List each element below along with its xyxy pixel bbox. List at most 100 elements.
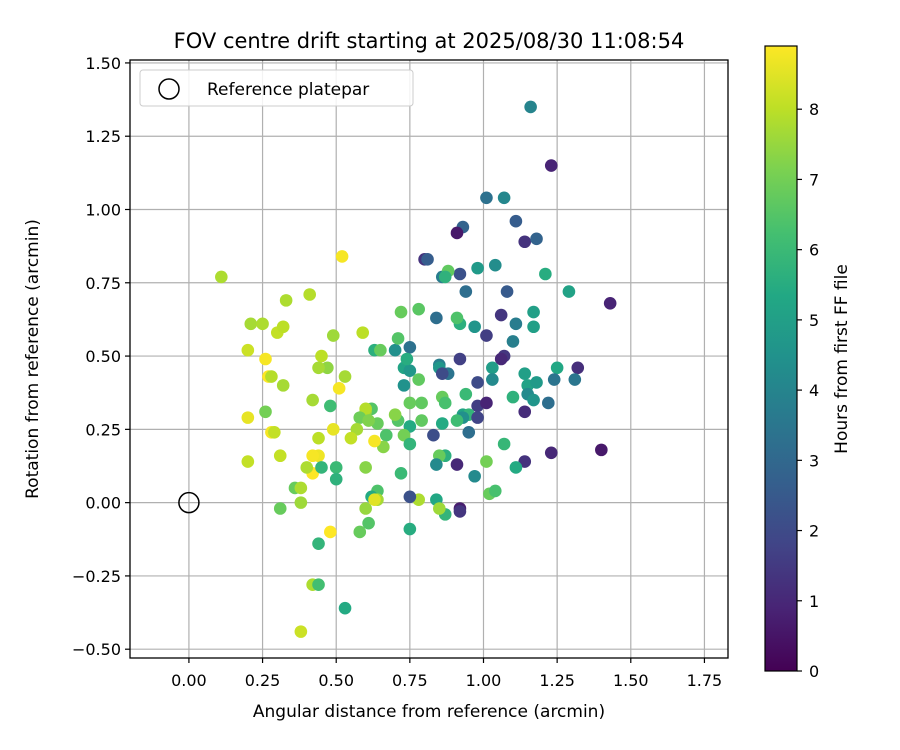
data-point [306, 393, 319, 407]
colorbar-label: Hours from first FF file [832, 264, 852, 454]
data-point [403, 364, 417, 378]
y-tick-label: 0.75 [85, 274, 121, 293]
data-point [273, 502, 287, 515]
axis-ticks: 0.00 0.25 0.50 0.75 1.00 1.25 1.50 1.75 −0.50 −0.… [72, 54, 722, 690]
data-point [468, 469, 481, 483]
x-tick-label: 0.50 [318, 671, 354, 690]
data-point [294, 496, 308, 509]
data-point [412, 373, 425, 386]
data-point [315, 349, 328, 363]
data-point [312, 537, 325, 550]
colorbar: 0 1 2 3 4 5 6 7 8 Hours from first FF file [764, 45, 852, 681]
data-point [359, 502, 372, 515]
x-tick-label: 1.25 [539, 671, 575, 690]
data-point [518, 367, 532, 380]
data-point [329, 461, 343, 474]
data-point [259, 405, 272, 419]
data-point [497, 437, 511, 451]
data-point [279, 294, 293, 307]
data-point [359, 461, 372, 474]
data-point [394, 467, 408, 480]
x-axis-label: Angular distance from reference (arcmin) [253, 702, 605, 722]
data-point [215, 270, 228, 284]
data-point [480, 329, 493, 342]
data-point [400, 352, 414, 366]
y-tick-label: 0.25 [85, 420, 121, 439]
data-point [524, 100, 537, 114]
data-point [433, 502, 446, 515]
data-point [509, 317, 523, 331]
data-point [453, 267, 467, 281]
y-tick-label: 1.00 [85, 201, 121, 220]
data-point [509, 461, 523, 474]
data-point [500, 285, 514, 298]
data-point [312, 578, 325, 592]
data-point [374, 343, 387, 357]
legend-box [139, 69, 414, 107]
data-point [415, 414, 428, 427]
data-point [544, 446, 558, 460]
data-point [547, 373, 561, 386]
data-point [571, 361, 585, 375]
data-point [539, 267, 552, 281]
data-point [603, 297, 617, 310]
reference-platepar-marker [178, 491, 200, 514]
data-point [273, 449, 287, 463]
data-point [435, 417, 449, 430]
data-point [480, 455, 493, 468]
data-point [453, 505, 467, 518]
data-point [324, 399, 337, 413]
data-point [326, 423, 340, 436]
data-point [388, 408, 402, 421]
data-point [368, 493, 381, 507]
data-point [415, 396, 428, 410]
colorbar-gradient [764, 45, 798, 672]
data-point [329, 472, 343, 486]
colorbar-tick-label: 6 [809, 241, 819, 260]
data-point [471, 376, 484, 389]
x-tick-label: 1.50 [613, 671, 649, 690]
data-point [421, 253, 434, 266]
data-point [453, 352, 467, 366]
data-point [450, 226, 464, 240]
data-point [527, 320, 540, 334]
data-point [450, 458, 464, 471]
data-point [303, 288, 316, 301]
data-point [438, 396, 452, 410]
data-point [388, 343, 402, 357]
y-tick-label: −0.25 [72, 567, 121, 586]
data-point [338, 370, 352, 383]
data-point [430, 458, 443, 471]
data-point [518, 455, 532, 468]
colorbar-tick-label: 0 [809, 662, 819, 681]
data-point [471, 411, 484, 424]
data-point [427, 428, 440, 442]
data-point [276, 320, 290, 334]
data-point [459, 285, 473, 298]
data-point [471, 261, 484, 275]
data-point [542, 396, 555, 410]
y-tick-label: 1.25 [85, 127, 121, 146]
data-point [450, 311, 464, 325]
data-point [403, 522, 417, 536]
data-point [321, 361, 334, 375]
data-point [459, 387, 473, 401]
y-axis-label: Rotation from reference (arcmin) [23, 219, 43, 499]
data-point [544, 159, 558, 172]
colorbar-tick-label: 3 [809, 451, 819, 470]
data-point [527, 305, 540, 319]
data-point [562, 285, 576, 298]
data-point [244, 317, 258, 331]
data-point [265, 370, 278, 383]
data-point [294, 481, 308, 495]
data-point [362, 516, 375, 530]
data-point [306, 449, 319, 463]
data-point [259, 352, 272, 366]
data-point [241, 455, 255, 468]
data-point [276, 379, 290, 392]
x-tick-label: 1.00 [466, 671, 502, 690]
data-point [394, 305, 408, 319]
data-point [480, 191, 493, 205]
data-point [435, 367, 449, 380]
